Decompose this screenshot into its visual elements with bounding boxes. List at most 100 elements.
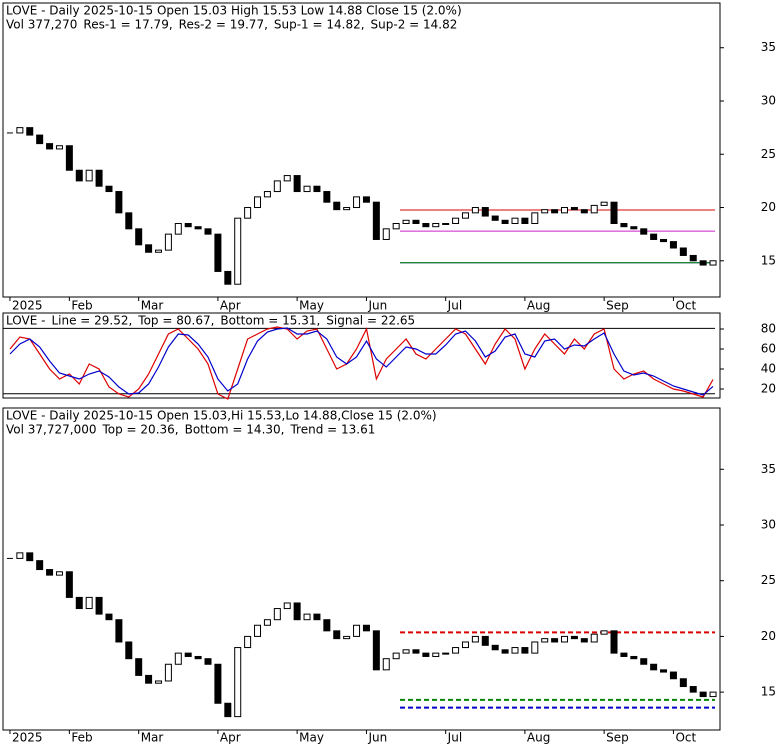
candle (521, 647, 529, 654)
candle (402, 649, 410, 654)
candle (214, 233, 222, 272)
x-tick-label: May (299, 731, 324, 745)
x-tick-label: Aug (527, 299, 550, 313)
candle (55, 571, 63, 576)
candle (75, 596, 83, 610)
y-tick-label: 35 (761, 40, 776, 54)
panel-frame (2, 407, 721, 731)
candle (650, 663, 658, 671)
candle (323, 191, 331, 203)
candle (343, 207, 351, 211)
x-tick-label: Mar (141, 731, 164, 745)
level-label: Res-2 = 19.77, (179, 18, 268, 32)
candle (471, 635, 479, 643)
candle (174, 652, 182, 665)
candle (244, 635, 252, 649)
level-label: Sup-1 = 14.82, (274, 18, 365, 32)
panel-title: LOVE - Daily 2025-10-15 Open 15.03 High … (6, 4, 462, 18)
candle (679, 678, 687, 688)
candle (26, 127, 34, 136)
candle (610, 630, 618, 654)
candle (115, 191, 123, 214)
candle (164, 663, 172, 682)
level-label: Bottom = 14.30, (185, 423, 285, 437)
candle (392, 652, 400, 660)
candle (402, 219, 410, 225)
candle (461, 641, 469, 649)
candle (541, 638, 549, 643)
candle (214, 663, 222, 704)
level-label: Top = 80.67, (137, 314, 214, 328)
candle (343, 635, 351, 640)
candle (561, 635, 569, 643)
series-line (9, 327, 714, 396)
candle (46, 569, 54, 576)
candle (511, 647, 519, 654)
candle (590, 633, 598, 643)
candle (531, 212, 539, 224)
candle (273, 608, 281, 621)
candle (442, 652, 450, 655)
panel-frame (2, 2, 721, 298)
y-tick-label: 60 (761, 342, 776, 356)
candle (75, 169, 83, 182)
y-tick-label: 25 (761, 147, 776, 161)
candle (95, 169, 103, 187)
candle (303, 185, 311, 193)
candle (105, 613, 113, 621)
candle (293, 602, 301, 621)
candle (551, 638, 559, 643)
candle (362, 196, 370, 203)
candle (471, 207, 479, 214)
candle (283, 175, 291, 182)
y-tick-label: 30 (761, 94, 776, 108)
y-tick-label: 35 (761, 462, 776, 476)
candle (234, 647, 242, 718)
candle (353, 196, 361, 209)
candle (16, 552, 24, 559)
candle (204, 228, 212, 235)
candle (105, 185, 113, 193)
candle (115, 619, 123, 643)
candle (254, 196, 262, 209)
candle (184, 223, 192, 228)
candle (422, 223, 430, 228)
candle (699, 260, 707, 266)
y-tick-label: 40 (761, 362, 776, 376)
annotation: Vol 37,727,000 (6, 423, 96, 437)
candle (640, 228, 648, 235)
candle (679, 247, 687, 256)
candle (313, 185, 321, 193)
candle (313, 613, 321, 621)
candle (412, 649, 420, 654)
candle (204, 658, 212, 665)
candle (551, 209, 559, 214)
candle (531, 641, 539, 654)
candle (491, 215, 499, 221)
x-tick-label: Sep (606, 731, 629, 745)
candle (145, 244, 153, 253)
candle (600, 201, 608, 206)
candle (511, 217, 519, 225)
candle (501, 649, 509, 654)
candle (16, 127, 24, 134)
candle (362, 624, 370, 632)
candle (382, 228, 390, 240)
x-tick-label: Sep (606, 299, 629, 313)
candle (689, 254, 697, 262)
x-tick-label: Feb (71, 731, 92, 745)
x-tick-label: Jul (447, 731, 462, 745)
candle (699, 691, 707, 698)
candle (194, 655, 202, 660)
candle (669, 671, 677, 680)
candle (303, 613, 311, 621)
candle (65, 145, 73, 171)
y-tick-label: 25 (761, 573, 776, 587)
candle (669, 241, 677, 249)
x-tick-label: Jul (447, 299, 462, 313)
candle (630, 655, 638, 660)
candle (85, 169, 93, 182)
y-tick-label: 20 (761, 629, 776, 643)
candle (481, 207, 489, 217)
